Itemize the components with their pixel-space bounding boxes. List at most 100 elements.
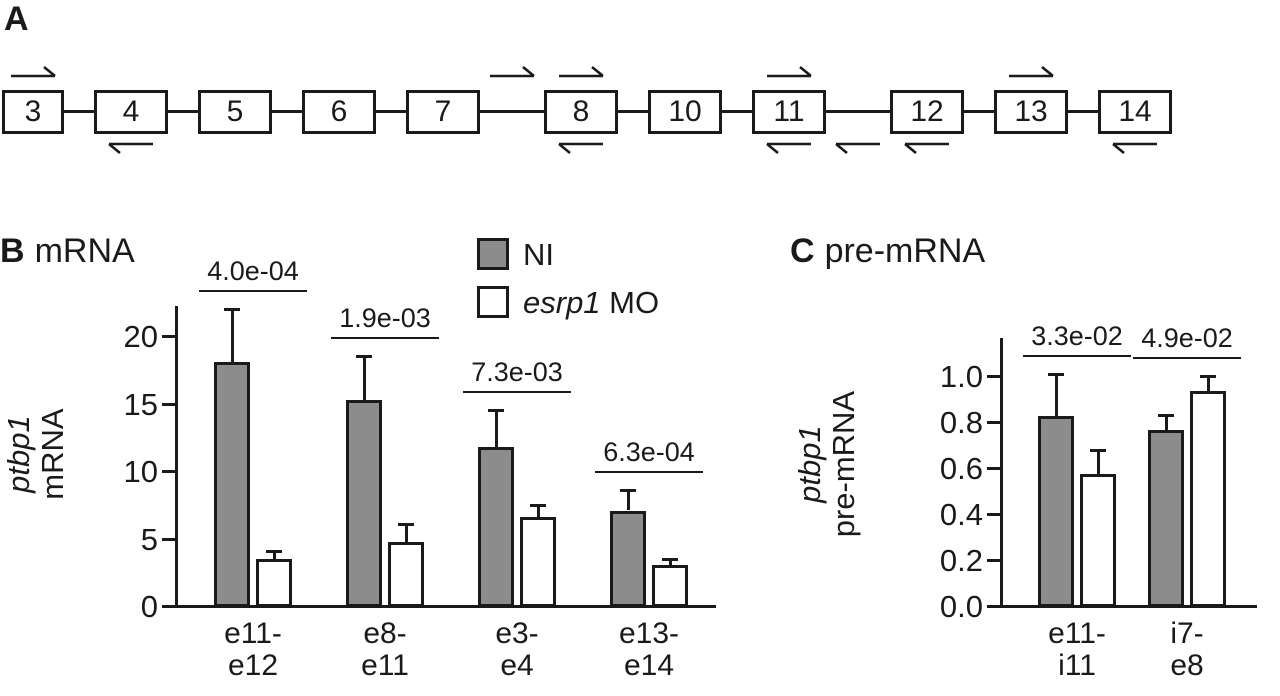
error-bar: [1054, 372, 1058, 417]
y-axis: [175, 306, 178, 608]
primer-arrow-icon: [766, 140, 812, 157]
exon-box: 3: [2, 90, 64, 134]
x-category-label: i7- e8: [1170, 617, 1204, 683]
exon-box: 11: [752, 90, 826, 134]
primer-arrow-icon: [904, 140, 950, 157]
y-axis-tick: [987, 467, 1000, 470]
y-axis-tick: [987, 375, 1000, 378]
error-bar: [494, 409, 498, 448]
x-axis: [1000, 605, 1257, 608]
pvalue-label: 1.9e-03: [339, 303, 431, 334]
error-bar: [1206, 375, 1210, 392]
bar-mo: [256, 559, 292, 607]
legend: NI esrp1 MO: [477, 238, 659, 334]
y-axis-tick: [987, 559, 1000, 562]
panel-c-plot: 0.0 0.2 0.4 0.6 0.8 1.0 e11- i11 3.3e-02 i7- e8 4…: [790, 230, 1280, 696]
error-bar-cap: [1090, 448, 1106, 452]
bar-ni: [1038, 416, 1074, 607]
pvalue-label: 7.3e-03: [471, 357, 563, 388]
error-bar-cap: [620, 488, 636, 492]
significance-line: [199, 290, 307, 292]
legend-item-mo: esrp1 MO: [477, 286, 659, 318]
bar-ni: [478, 447, 514, 607]
exon-box: 5: [198, 90, 272, 134]
error-bar-cap: [356, 355, 372, 359]
ni-legend-label: NI: [523, 236, 554, 272]
y-tick-label: 20: [123, 319, 158, 354]
y-tick-label: 1.0: [939, 359, 983, 394]
error-bar-cap: [1048, 372, 1064, 376]
primer-arrow-icon: [766, 63, 812, 80]
error-bar: [626, 488, 630, 511]
bar-ni: [346, 399, 382, 607]
y-axis-tick: [162, 605, 175, 608]
y-axis-tick: [162, 335, 175, 338]
panel-b-title-text: mRNA: [34, 232, 135, 270]
gene-diagram: 3 4 5 6 7 8 10 11 12 13 14: [0, 0, 1280, 185]
y-tick-label: 15: [123, 386, 158, 422]
error-bar: [1096, 448, 1100, 474]
y-axis-tick: [987, 421, 1000, 424]
bar-mo: [1190, 391, 1226, 607]
y-tick-label: 10: [123, 454, 158, 489]
y-axis: [1000, 338, 1003, 608]
x-category-label: e11- e12: [224, 617, 282, 683]
panel-c-letter: C: [790, 232, 815, 270]
mo-legend-label: esrp1 MO: [523, 287, 659, 318]
error-bar: [230, 308, 234, 362]
significance-line: [463, 391, 571, 394]
error-bar: [362, 355, 366, 400]
error-bar-cap: [398, 522, 414, 526]
error-bar-cap: [530, 503, 546, 507]
error-bar-cap: [1158, 414, 1174, 418]
y-axis-tick: [987, 605, 1000, 608]
exon-box: 7: [406, 90, 480, 134]
exon-box: 13: [994, 90, 1068, 134]
error-bar-cap: [1200, 375, 1216, 378]
exon-box: 10: [648, 90, 722, 134]
error-bar-cap: [266, 549, 282, 553]
ni-color-swatch: [477, 238, 509, 270]
primer-arrow-icon: [108, 140, 154, 157]
error-bar-cap: [662, 557, 678, 561]
y-tick-label: 0.2: [939, 543, 983, 578]
significance-line: [331, 337, 439, 340]
error-bar: [272, 549, 276, 560]
significance-line: [1023, 354, 1131, 357]
primer-arrow-icon: [1112, 140, 1158, 157]
panel-b-plot: 0 5 10 15 20 e11- e12 4.0e-04 e8- e11 1.9e-03 e3-…: [0, 230, 745, 696]
y-axis-tick: [162, 537, 175, 541]
panel-b-letter: B: [0, 232, 25, 270]
primer-arrow-icon: [10, 63, 56, 80]
panel-c: C pre-mRNA ptbp1 pre-mRNA 0.0 0.2 0.4 0.6 0.…: [790, 230, 1280, 696]
x-category-label: e3- e4: [495, 617, 539, 683]
pvalue-label: 3.3e-02: [1031, 320, 1123, 351]
pvalue-label: 4.0e-04: [207, 256, 299, 286]
panel-b: B mRNA ptbp1 mRNA NI esrp1 MO 0 5 10 15 20 e1…: [0, 230, 745, 696]
primer-arrow-icon: [1008, 63, 1054, 80]
error-bar-cap: [224, 308, 240, 311]
significance-line: [595, 470, 703, 473]
exon-box: 12: [890, 90, 964, 134]
bar-ni: [1148, 430, 1184, 607]
bar-mo: [652, 564, 688, 607]
mo-label-suffix: MO: [600, 284, 660, 320]
y-axis-tick: [162, 470, 175, 473]
x-axis: [175, 605, 716, 608]
significance-line: [1133, 357, 1241, 359]
panel-a: A 3 4 5 6 7 8 10 11 12 13 14: [0, 0, 1280, 185]
exon-box: 4: [94, 90, 168, 134]
bar-ni: [214, 362, 250, 607]
exon-box: 14: [1098, 90, 1172, 134]
y-tick-label: 0.0: [939, 589, 983, 624]
bar-ni: [610, 510, 646, 607]
y-tick-label: 0.8: [939, 405, 983, 440]
y-tick-label: 5: [140, 521, 158, 557]
error-bar: [668, 557, 672, 565]
x-category-label: e8- e11: [361, 617, 409, 683]
bar-mo: [520, 517, 556, 607]
mo-gene-name: esrp1: [523, 284, 601, 320]
error-bar: [404, 522, 408, 542]
bar-mo: [1080, 473, 1116, 607]
y-axis-tick: [987, 513, 1000, 516]
